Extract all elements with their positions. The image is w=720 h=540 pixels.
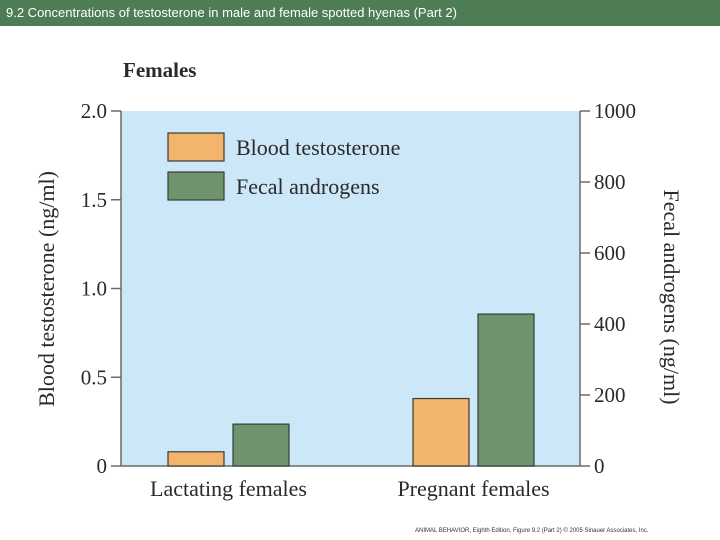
bar-blood-testosterone xyxy=(412,397,470,467)
bar-fecal-androgens xyxy=(232,423,290,467)
bar-fecal-androgens xyxy=(477,313,535,467)
right-tick-label: 0 xyxy=(594,454,605,478)
y-axis-label-left: Blood testosterone (ng/ml) xyxy=(34,171,59,407)
legend-swatch xyxy=(167,171,225,201)
legend-swatch xyxy=(167,132,225,162)
right-tick-label: 600 xyxy=(594,241,626,265)
left-tick-label: 0 xyxy=(97,454,108,478)
y-axis-label-right: Fecal androgens (ng/ml) xyxy=(659,189,684,404)
right-tick-label: 400 xyxy=(594,312,626,336)
left-tick-label: 1.0 xyxy=(81,277,107,301)
right-tick-label: 200 xyxy=(594,383,626,407)
left-tick-label: 0.5 xyxy=(81,365,107,389)
legend-label: Blood testosterone xyxy=(236,135,400,160)
bar-blood-testosterone xyxy=(167,451,225,467)
left-tick-label: 1.5 xyxy=(81,188,107,212)
left-tick-label: 2.0 xyxy=(81,99,107,123)
figure-credit: ANIMAL BEHAVIOR, Eighth Edition, Figure … xyxy=(415,528,649,534)
right-tick-label: 800 xyxy=(594,170,626,194)
right-tick-label: 1000 xyxy=(594,99,636,123)
legend-label: Fecal androgens xyxy=(236,174,380,199)
chart-title: Females xyxy=(123,58,196,82)
slide-title: 9.2 Concentrations of testosterone in ma… xyxy=(6,5,457,20)
x-tick-label: Pregnant females xyxy=(397,476,549,501)
slide-title-bar: 9.2 Concentrations of testosterone in ma… xyxy=(0,0,720,26)
x-tick-label: Lactating females xyxy=(150,476,307,501)
